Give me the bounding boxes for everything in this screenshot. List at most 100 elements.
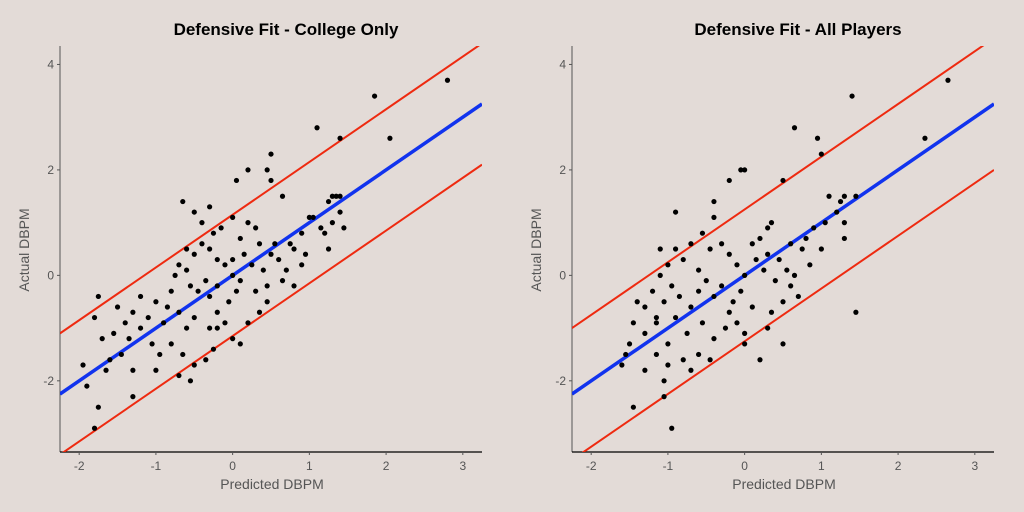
- data-point: [730, 299, 736, 305]
- data-point: [91, 314, 98, 321]
- data-point: [91, 425, 98, 431]
- data-point: [757, 357, 763, 363]
- data-point: [642, 304, 648, 310]
- data-point: [160, 320, 167, 326]
- data-point: [841, 193, 847, 199]
- data-point: [711, 293, 717, 300]
- data-point: [214, 325, 220, 331]
- data-point: [325, 246, 332, 252]
- data-point: [103, 367, 109, 373]
- data-point: [841, 220, 847, 226]
- data-point: [680, 256, 686, 263]
- x-tick-label: 0: [229, 459, 236, 473]
- data-point: [676, 293, 683, 300]
- data-point: [784, 267, 790, 273]
- panel-college-only: Defensive Fit - College Only -2 -1 0 1 2 3 -2 0…: [16, 20, 482, 492]
- data-point: [653, 314, 659, 321]
- data-point: [253, 288, 259, 294]
- data-point: [711, 336, 717, 342]
- data-point: [672, 314, 679, 321]
- data-point: [742, 167, 748, 173]
- data-point: [237, 278, 243, 284]
- data-point: [187, 378, 194, 384]
- data-point: [218, 225, 224, 231]
- x-tick-label: -1: [663, 459, 674, 473]
- data-point: [337, 135, 343, 141]
- data-point: [325, 198, 332, 205]
- data-point: [214, 283, 220, 289]
- x-tick-label: 2: [895, 459, 902, 473]
- data-point: [653, 351, 659, 358]
- data-point: [210, 346, 217, 352]
- data-point: [207, 204, 213, 210]
- data-point: [245, 220, 251, 226]
- data-point: [137, 325, 144, 331]
- data-point: [719, 283, 725, 289]
- chart-title: Defensive Fit - College Only: [173, 20, 399, 39]
- data-point: [826, 193, 832, 199]
- data-point: [634, 299, 640, 305]
- data-point: [371, 93, 378, 99]
- data-point: [184, 246, 190, 252]
- data-point: [222, 320, 228, 326]
- data-point: [241, 251, 247, 257]
- data-point: [264, 167, 270, 173]
- data-point: [788, 241, 794, 247]
- data-point: [791, 125, 798, 131]
- data-point: [191, 209, 197, 215]
- data-point: [799, 246, 805, 252]
- data-point: [765, 325, 771, 331]
- data-point: [642, 330, 648, 336]
- data-point: [661, 378, 667, 384]
- data-point: [768, 309, 775, 315]
- data-point: [742, 330, 748, 336]
- scatter-plot-all-players: -2 -1 0 1 2 3 -2 0 2 4: [555, 46, 994, 473]
- data-point: [688, 241, 694, 247]
- data-point: [164, 304, 171, 310]
- data-point: [107, 357, 113, 363]
- y-tick-label: 4: [47, 57, 54, 71]
- data-point: [630, 320, 636, 326]
- data-point: [180, 351, 186, 358]
- data-point: [176, 372, 182, 379]
- data-point: [318, 225, 324, 231]
- data-point: [191, 251, 197, 257]
- data-point: [696, 267, 702, 273]
- data-point: [176, 262, 182, 268]
- data-point: [176, 309, 182, 315]
- data-point: [230, 336, 236, 342]
- data-point: [672, 209, 679, 215]
- x-tick-label: 2: [383, 459, 390, 473]
- y-tick-label: 4: [559, 57, 566, 71]
- data-point: [306, 214, 312, 220]
- data-point: [122, 320, 128, 326]
- data-point: [734, 262, 740, 268]
- data-point: [738, 167, 744, 173]
- data-point: [118, 351, 124, 358]
- data-point: [738, 288, 744, 294]
- data-point: [172, 272, 178, 278]
- data-point: [688, 367, 694, 373]
- y-axis-label: Actual DBPM: [16, 208, 32, 292]
- data-point: [337, 193, 343, 199]
- data-point: [80, 362, 86, 368]
- data-point: [168, 341, 174, 347]
- data-point: [130, 309, 136, 315]
- data-point: [272, 241, 278, 247]
- data-point: [696, 351, 702, 358]
- data-point: [256, 241, 263, 247]
- data-point: [299, 262, 305, 268]
- y-tick-label: 2: [559, 163, 566, 177]
- data-point: [742, 272, 748, 278]
- data-point: [749, 241, 755, 247]
- data-point: [233, 177, 240, 184]
- data-point: [291, 246, 297, 252]
- data-point: [672, 246, 679, 252]
- upper-bound-line: [60, 46, 480, 335]
- data-point: [226, 299, 232, 305]
- data-point: [768, 220, 775, 226]
- data-point: [707, 357, 713, 363]
- data-point: [337, 209, 343, 215]
- data-point: [849, 93, 855, 99]
- data-point: [822, 220, 828, 226]
